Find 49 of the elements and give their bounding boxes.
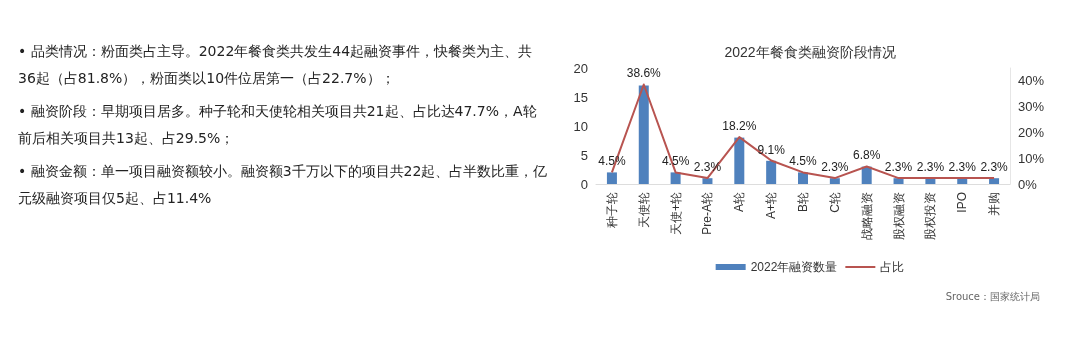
y2-tick-label: 30% [1018, 99, 1045, 115]
y2-tick-label: 10% [1018, 150, 1045, 166]
x-tick-label: 种子轮 [604, 192, 619, 228]
y-tick-label: 20 [573, 60, 588, 76]
data-label: 2.3% [884, 160, 913, 175]
bar [638, 85, 649, 184]
y-tick-label: 15 [573, 89, 588, 105]
y-tick-label: 0 [580, 176, 588, 192]
y-tick-label: 5 [580, 147, 588, 163]
data-label: 4.5% [789, 154, 817, 169]
data-label: 6.8% [853, 148, 881, 163]
y2-tick-label: 20% [1018, 124, 1045, 140]
legend-label: 占比 [880, 260, 905, 274]
bar [989, 178, 1000, 184]
y-tick-label: 10 [573, 118, 588, 134]
data-label: 38.6% [626, 66, 662, 81]
x-tick-label: Pre-A轮 [700, 192, 715, 235]
text: • 融资金额：单一项目融资额较小。融资额3千万以下的项目共22起、占半数比重，亿元级融资项目仅5起、占11.4% [18, 162, 548, 208]
bar [606, 172, 617, 184]
bar [670, 172, 681, 184]
x-tick-label: A+轮 [764, 192, 779, 220]
x-tick-label: C轮 [827, 192, 842, 213]
legend-label: 2022年融资数量 [750, 260, 838, 274]
y2-tick-label: 40% [1018, 73, 1045, 89]
x-tick-label: 股权融资 [891, 192, 906, 240]
data-label: 18.2% [722, 119, 757, 134]
data-label: 2.3% [980, 160, 1009, 175]
data-label: 2.3% [916, 160, 945, 175]
bar [734, 137, 745, 184]
bar [702, 178, 713, 184]
x-tick-label: B轮 [796, 192, 810, 213]
bar [798, 172, 808, 184]
x-tick-label: A轮 [732, 192, 747, 213]
bar [766, 160, 777, 184]
x-tick-label: 天使轮 [636, 192, 651, 228]
data-label: 9.1% [757, 142, 786, 157]
x-tick-label: IPO [955, 192, 970, 213]
text: Srouce：国家统计局 [945, 290, 1040, 304]
x-tick-label: 战略融资 [859, 192, 874, 240]
bar [829, 178, 840, 184]
y2-tick-label: 0% [1018, 176, 1038, 192]
data-label: 2.3% [821, 160, 849, 175]
data-label: 2.3% [948, 160, 977, 175]
text: • 融资阶段：早期项目居多。种子轮和天使轮相关项目共21起、占比达47.7%，A轮前后相关项目共13起、占29.5%； [18, 102, 538, 148]
text: • 品类情况：粉面类占主导。2022年餐食类共发生44起融资事件，快餐类为主、共36起（占81.8%），粉面类以10件位居第一（占22.7%）； [18, 42, 534, 88]
x-tick-label: 并购 [987, 192, 1002, 216]
x-tick-label: 天使+轮 [668, 192, 683, 236]
x-tick-label: 股权投资 [923, 192, 938, 240]
chart-title: 2022年餐食类融资阶段情况 [724, 44, 896, 60]
